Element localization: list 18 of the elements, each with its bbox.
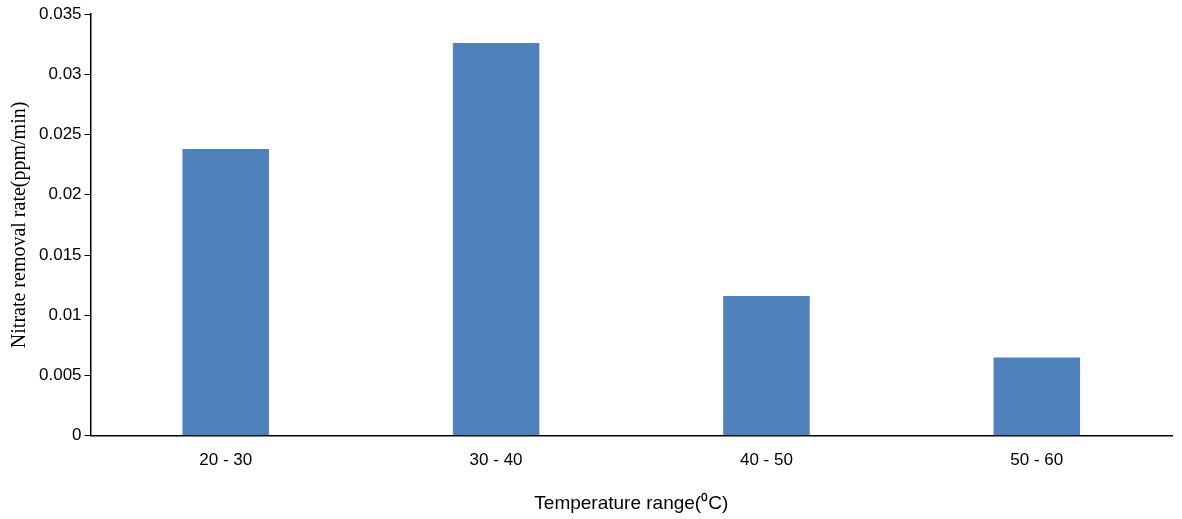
- x-tick-label: 20 - 30: [199, 449, 253, 469]
- y-axis-title: Nitrate removal rate(ppm/min): [7, 101, 31, 349]
- y-tick-label: 0.01: [48, 304, 82, 324]
- y-tick-label: 0.02: [48, 184, 82, 204]
- bar: [993, 357, 1081, 436]
- y-tick-label: 0.015: [38, 244, 82, 264]
- bar: [182, 148, 269, 436]
- y-tick-label: 0: [72, 425, 82, 445]
- x-tick-label: 30 - 40: [469, 449, 523, 469]
- x-axis-title: Temperature range(⁰C): [534, 491, 729, 513]
- bar: [723, 296, 810, 436]
- y-tick-label: 0.005: [38, 365, 82, 385]
- y-tick-label: 0.03: [48, 63, 82, 83]
- y-tick-label: 0.025: [38, 124, 82, 144]
- x-tick-label: 40 - 50: [739, 449, 793, 469]
- bar: [452, 42, 540, 436]
- y-tick-label: 0.035: [38, 3, 82, 23]
- x-tick-label: 50 - 60: [1010, 449, 1064, 469]
